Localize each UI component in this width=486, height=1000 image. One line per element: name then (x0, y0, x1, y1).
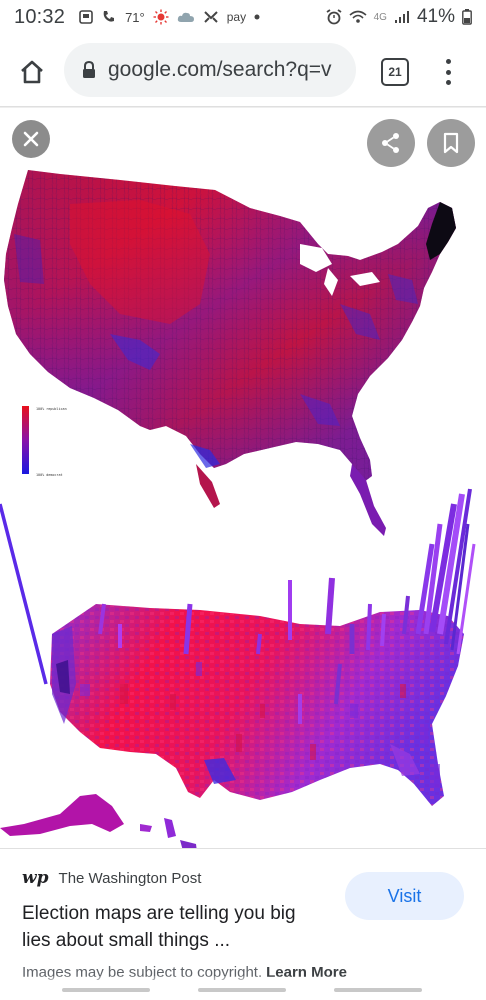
status-right-icons: 4G 41% (326, 6, 472, 28)
signal-icon (394, 10, 410, 24)
extruded-map (0, 488, 476, 848)
address-bar[interactable]: google.com/search?q=v (64, 43, 356, 97)
menu-dot-icon (445, 69, 451, 75)
source-row[interactable]: wp The Washington Post (22, 868, 201, 888)
home-icon (21, 60, 43, 84)
battery-icon (462, 9, 472, 25)
election-map-image[interactable]: 100% republican 100% democrat (0, 164, 486, 848)
status-left-icons: 71° pay (79, 9, 260, 25)
notification-icon (79, 10, 93, 24)
source-name: The Washington Post (58, 869, 202, 887)
home-button[interactable] (12, 52, 52, 92)
cloud-icon (177, 11, 195, 23)
close-icon (23, 131, 39, 147)
menu-dot-icon (445, 59, 451, 64)
legend-top-label: 100% republican (36, 407, 67, 411)
nav-hint-center (198, 988, 286, 992)
browser-toolbar: google.com/search?q=v 21 (0, 38, 486, 106)
save-button[interactable] (427, 119, 475, 167)
lock-icon (83, 61, 95, 78)
visit-label: Visit (387, 885, 422, 906)
wifi-icon (349, 10, 367, 24)
alarm-icon (326, 9, 342, 25)
toolbar-divider (0, 106, 486, 108)
image-viewer: 100% republican 100% democrat (0, 108, 486, 848)
status-time: 10:32 (14, 5, 66, 28)
status-bar: 10:32 71° pay 4G 41% (0, 0, 486, 34)
visit-button[interactable]: Visit (345, 872, 464, 920)
battery-percent: 41% (416, 6, 455, 27)
temperature-text: 71° (125, 9, 145, 25)
result-divider (0, 848, 486, 849)
legend-bottom-label: 100% democrat (36, 473, 63, 477)
network-type: 4G (373, 11, 387, 23)
call-icon (101, 9, 117, 25)
flat-map: 100% republican 100% democrat (4, 170, 456, 536)
washington-post-logo: wp (22, 868, 49, 888)
sun-icon (153, 9, 169, 25)
tab-switcher-button[interactable]: 21 (381, 58, 409, 86)
bookmark-icon (443, 132, 459, 154)
share-icon (382, 133, 399, 153)
dot-icon (254, 14, 260, 20)
legend-color-bar (22, 406, 29, 474)
share-button[interactable] (367, 119, 415, 167)
url-text: google.com/search?q=v (108, 58, 332, 81)
nav-hint-left (62, 988, 150, 992)
overflow-menu-button[interactable] (438, 56, 458, 88)
close-button[interactable] (12, 120, 50, 158)
menu-dot-icon (445, 80, 451, 85)
pay-app-icon (203, 10, 219, 24)
pay-label: pay (226, 10, 247, 24)
result-title[interactable]: Election maps are telling you big lies a… (22, 903, 296, 951)
nav-hint-right (334, 988, 422, 992)
tab-count: 21 (388, 65, 402, 79)
